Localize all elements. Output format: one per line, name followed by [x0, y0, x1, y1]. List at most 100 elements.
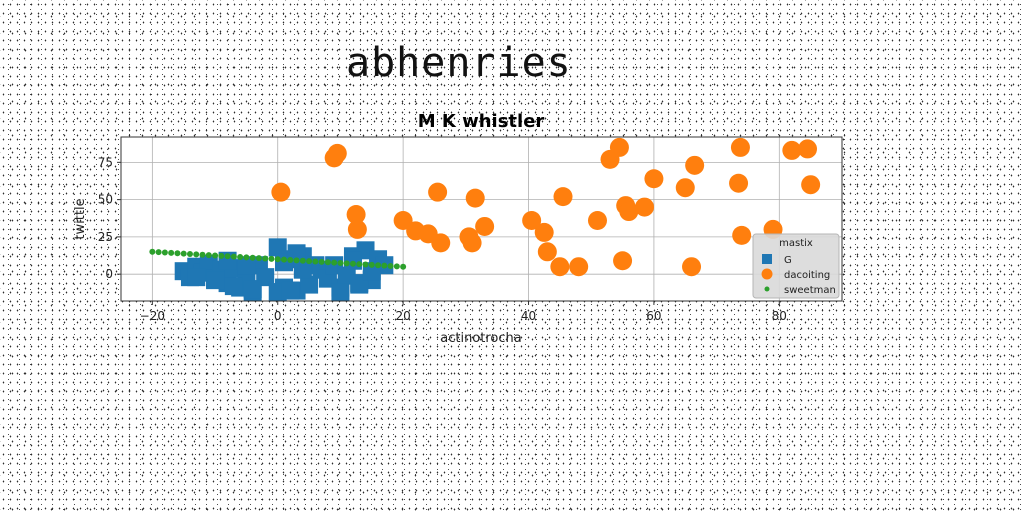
data-point-sweetman: [149, 248, 156, 255]
data-point-sweetman: [281, 256, 288, 263]
legend-label: sweetman: [784, 285, 836, 296]
grid-lines: [121, 137, 842, 301]
data-point-dacoiting: [550, 257, 570, 277]
data-point-sweetman: [368, 261, 375, 268]
data-point-sweetman: [381, 262, 388, 269]
legend-marker-dacoiting: [761, 268, 773, 280]
data-point-sweetman: [362, 261, 369, 268]
data-point-g: [187, 268, 206, 287]
data-point-dacoiting: [613, 251, 633, 271]
data-point-dacoiting: [522, 210, 542, 230]
data-point-g: [300, 275, 319, 294]
data-point-dacoiting: [587, 210, 607, 230]
x-axis-label: actinotrocha: [440, 331, 521, 346]
data-point-sweetman: [331, 259, 338, 266]
data-point-sweetman: [218, 252, 225, 259]
legend-marker-g: [762, 254, 772, 264]
data-marks: [149, 137, 821, 302]
data-point-sweetman: [168, 249, 175, 256]
data-point-dacoiting: [685, 155, 705, 175]
axes: −20 0 20 40 60 80 0 25 50 75: [98, 155, 787, 323]
data-point-dacoiting: [609, 137, 629, 157]
data-point-sweetman: [318, 258, 325, 265]
data-point-sweetman: [186, 251, 193, 258]
y-tick-label: 50: [98, 193, 113, 207]
data-point-dacoiting: [537, 242, 557, 262]
x-tick-label: −20: [140, 309, 165, 323]
x-tick-label: 60: [646, 309, 661, 323]
chart-title: M K whistler: [418, 111, 545, 132]
data-point-dacoiting: [619, 202, 639, 222]
data-point-sweetman: [393, 263, 400, 270]
legend-marker-sweetman: [764, 286, 770, 292]
data-point-g: [206, 271, 225, 290]
data-point-sweetman: [224, 253, 231, 260]
data-point-sweetman: [237, 254, 244, 261]
data-point-sweetman: [212, 252, 219, 259]
data-point-sweetman: [199, 251, 206, 258]
data-point-dacoiting: [271, 182, 291, 202]
data-point-sweetman: [161, 249, 168, 256]
data-point-sweetman: [387, 262, 394, 269]
data-point-dacoiting: [462, 233, 482, 253]
data-point-dacoiting: [347, 219, 367, 239]
data-point-sweetman: [299, 257, 306, 264]
data-point-sweetman: [324, 259, 331, 266]
data-point-dacoiting: [801, 175, 821, 195]
data-point-dacoiting: [475, 216, 495, 236]
data-point-sweetman: [155, 249, 162, 256]
data-point-dacoiting: [346, 205, 366, 225]
data-point-dacoiting: [327, 143, 347, 163]
data-point-dacoiting: [732, 225, 752, 245]
data-point-dacoiting: [730, 137, 750, 157]
data-point-sweetman: [375, 262, 382, 269]
data-point-dacoiting: [675, 178, 695, 198]
data-point-sweetman: [343, 260, 350, 267]
data-point-sweetman: [193, 251, 200, 258]
data-point-dacoiting: [431, 233, 451, 253]
data-point-sweetman: [349, 260, 356, 267]
data-point-sweetman: [243, 254, 250, 261]
data-point-dacoiting: [569, 257, 589, 277]
data-point-sweetman: [400, 263, 407, 270]
legend-label: G: [784, 255, 792, 266]
x-tick-label: 40: [521, 309, 536, 323]
data-point-dacoiting: [798, 139, 818, 159]
data-point-g: [331, 283, 350, 302]
x-tick-label: 20: [395, 309, 410, 323]
data-point-sweetman: [249, 254, 256, 261]
x-tick-label: 0: [274, 309, 282, 323]
legend-box: [752, 233, 840, 299]
data-point-sweetman: [312, 258, 319, 265]
data-point-sweetman: [356, 261, 363, 268]
data-point-sweetman: [337, 259, 344, 266]
data-point-sweetman: [287, 257, 294, 263]
data-point-dacoiting: [553, 187, 573, 207]
data-point-sweetman: [230, 253, 237, 260]
data-point-sweetman: [205, 252, 212, 259]
data-point-g: [224, 277, 243, 296]
data-point-dacoiting: [782, 140, 802, 160]
data-point-g: [281, 281, 300, 300]
data-point-dacoiting: [465, 188, 485, 208]
legend-label: dacoiting: [784, 270, 830, 281]
data-point-sweetman: [306, 258, 313, 265]
data-point-dacoiting: [644, 169, 664, 189]
data-point-sweetman: [255, 255, 262, 262]
data-point-dacoiting: [682, 257, 702, 277]
legend-title: mastix: [779, 238, 813, 249]
data-point-sweetman: [262, 255, 269, 262]
x-tick-label: 80: [772, 309, 787, 323]
y-tick-label: 0: [105, 267, 113, 281]
data-point-dacoiting: [729, 173, 749, 193]
data-point-dacoiting: [393, 210, 413, 230]
page-title: abhenries: [346, 40, 572, 86]
data-point-g: [293, 260, 312, 279]
data-point-sweetman: [180, 250, 187, 257]
plot-frame: [120, 136, 843, 302]
data-point-sweetman: [268, 255, 275, 262]
y-axis-label: twittle: [73, 198, 88, 239]
data-point-dacoiting: [428, 182, 448, 202]
